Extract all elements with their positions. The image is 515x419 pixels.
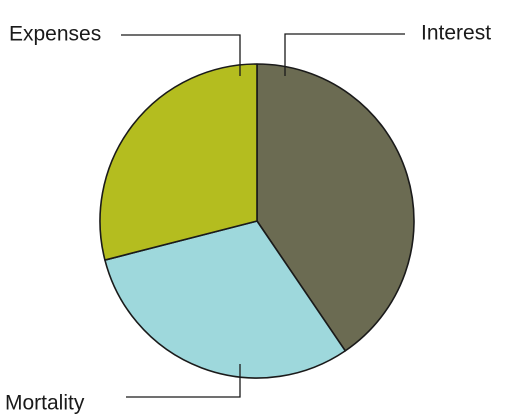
slice-label-expenses: Expenses bbox=[9, 23, 101, 46]
slice-label-mortality: Mortality bbox=[5, 392, 85, 414]
pie-slice-expenses bbox=[99, 63, 258, 261]
labels-layer: Interest Mortality Expenses bbox=[5, 22, 491, 415]
leader-line-mortality bbox=[126, 364, 241, 398]
slice-label-interest: Interest bbox=[421, 22, 491, 45]
pie-slice-mortality bbox=[104, 220, 347, 379]
leader-line-interest bbox=[284, 33, 405, 76]
leader-line-expenses bbox=[121, 34, 241, 76]
pie-slice-interest bbox=[256, 63, 415, 352]
slices-layer bbox=[99, 63, 415, 379]
